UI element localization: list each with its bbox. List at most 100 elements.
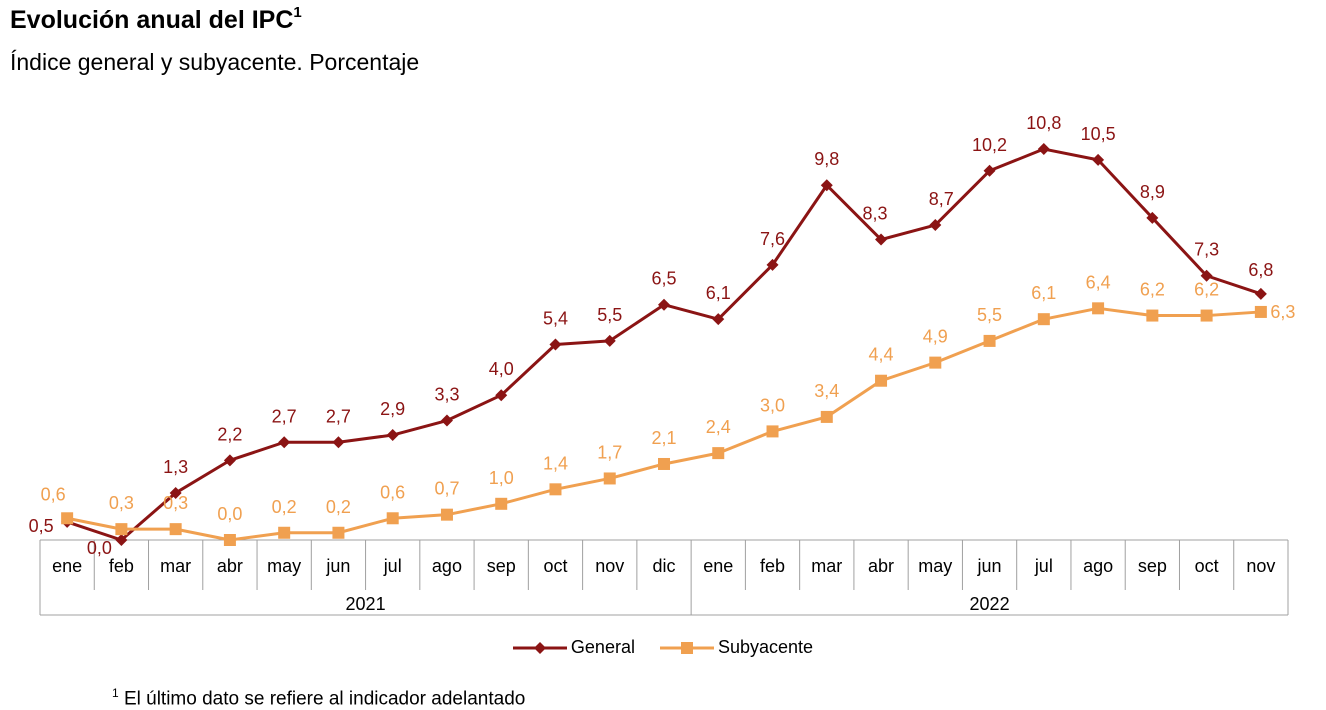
data-label-general: 5,4 [543, 309, 568, 329]
x-tick-label: ago [432, 556, 462, 576]
data-point-general [603, 334, 616, 347]
data-label-general: 10,2 [972, 135, 1007, 155]
data-label-general: 4,0 [489, 359, 514, 379]
legend-label-general: General [570, 637, 635, 657]
data-point-subyacente [332, 526, 345, 539]
x-tick-label: oct [543, 556, 567, 576]
data-label-general: 2,7 [326, 406, 351, 426]
data-point-subyacente [386, 512, 399, 525]
data-label-subyacente: 6,3 [1270, 302, 1295, 322]
data-label-general: 10,8 [1026, 113, 1061, 133]
data-label-general: 3,3 [434, 385, 459, 405]
x-tick-label: mar [811, 556, 842, 576]
x-tick-label: jul [1034, 556, 1053, 576]
x-tick-label: oct [1195, 556, 1219, 576]
data-label-general: 6,5 [651, 269, 676, 289]
data-point-general [278, 436, 291, 449]
data-label-subyacente: 2,1 [651, 428, 676, 448]
data-label-subyacente: 3,4 [814, 381, 839, 401]
data-label-subyacente: 0,3 [109, 493, 134, 513]
title-footnote-marker: 1 [293, 4, 302, 21]
x-group-label: 2022 [970, 594, 1010, 614]
data-label-general: 8,3 [863, 204, 888, 224]
x-tick-label: abr [217, 556, 243, 576]
data-point-subyacente [820, 410, 833, 423]
data-point-subyacente [603, 472, 616, 485]
data-label-general: 7,3 [1194, 240, 1219, 260]
data-label-subyacente: 1,0 [489, 468, 514, 488]
data-point-general [386, 429, 399, 442]
data-label-general: 7,6 [760, 229, 785, 249]
data-point-general [712, 313, 725, 326]
data-point-general [223, 454, 236, 467]
data-point-subyacente [712, 447, 725, 460]
data-label-general: 6,1 [706, 283, 731, 303]
x-tick-label: feb [109, 556, 134, 576]
data-point-general [332, 436, 345, 449]
data-label-general: 5,5 [597, 305, 622, 325]
data-label-subyacente: 0,6 [41, 484, 66, 504]
data-label-general: 0,0 [87, 538, 112, 558]
x-tick-label: sep [487, 556, 516, 576]
data-point-subyacente [1200, 309, 1213, 322]
x-tick-label: abr [868, 556, 894, 576]
data-label-general: 6,8 [1248, 260, 1273, 280]
legend-label-subyacente: Subyacente [717, 637, 814, 657]
data-label-subyacente: 1,4 [543, 453, 568, 473]
data-point-general [1254, 287, 1267, 300]
data-label-subyacente: 4,9 [923, 327, 948, 347]
data-label-subyacente: 2,4 [706, 417, 731, 437]
data-label-general: 2,2 [217, 424, 242, 444]
data-label-subyacente: 0,2 [326, 497, 351, 517]
data-label-general: 2,7 [272, 406, 297, 426]
data-point-general [929, 219, 942, 232]
data-label-subyacente: 0,7 [434, 479, 459, 499]
x-tick-label: ago [1083, 556, 1113, 576]
data-point-subyacente [61, 512, 74, 525]
x-tick-label: dic [652, 556, 675, 576]
data-point-general [440, 414, 453, 427]
data-point-subyacente [983, 334, 996, 347]
chart-title: Evolución anual del IPC1 [10, 4, 302, 34]
data-point-general [495, 389, 508, 402]
data-label-subyacente: 6,2 [1140, 280, 1165, 300]
data-point-subyacente [1146, 309, 1159, 322]
data-point-subyacente [549, 483, 562, 496]
legend-swatch-subyacente [659, 641, 714, 654]
data-point-subyacente [929, 356, 942, 369]
data-point-subyacente [495, 497, 508, 510]
footnote-text: El último dato se refiere al indicador a… [123, 688, 526, 710]
data-point-general [115, 534, 128, 546]
data-label-subyacente: 1,7 [597, 442, 622, 462]
data-point-general [658, 298, 670, 311]
x-tick-label: mar [160, 556, 191, 576]
data-point-subyacente [658, 457, 670, 470]
data-point-general [983, 164, 996, 177]
series-line-general [66, 147, 1262, 542]
data-point-general [1037, 143, 1050, 156]
x-tick-label: jul [383, 556, 402, 576]
x-group-label: 2021 [346, 594, 386, 614]
data-point-subyacente [766, 425, 779, 438]
data-label-general: 0,5 [29, 516, 54, 536]
x-tick-label: may [267, 556, 301, 576]
data-label-general: 9,8 [814, 149, 839, 169]
x-tick-label: ene [52, 556, 82, 576]
footnote: 1 El último dato se refiere al indicador… [112, 686, 525, 710]
data-label-subyacente: 5,5 [977, 305, 1002, 325]
data-point-general [1200, 269, 1213, 282]
data-point-subyacente [1254, 305, 1267, 318]
data-point-general [169, 486, 182, 499]
data-point-subyacente [115, 523, 128, 536]
data-label-subyacente: 6,1 [1031, 283, 1056, 303]
footnote-marker: 1 [112, 686, 119, 700]
data-point-general [766, 258, 779, 271]
x-tick-label: nov [595, 556, 624, 576]
legend-item-general: General [512, 637, 635, 658]
data-point-subyacente [440, 508, 453, 521]
data-label-subyacente: 3,0 [760, 395, 785, 415]
data-point-general [820, 179, 833, 192]
data-label-subyacente: 0,0 [217, 504, 242, 524]
data-label-general: 1,3 [163, 457, 188, 477]
data-point-general [875, 233, 888, 246]
